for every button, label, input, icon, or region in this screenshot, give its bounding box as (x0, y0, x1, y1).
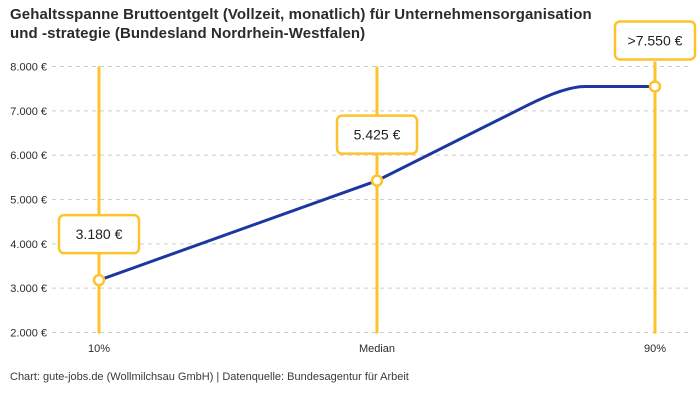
value-label-box (335, 114, 419, 155)
chart-title-line1: Gehaltsspanne Bruttoentgelt (Vollzeit, m… (10, 6, 592, 23)
y-tick-label: 6.000 € (10, 150, 47, 162)
salary-line-series (97, 84, 657, 282)
chart-title-line2: und -strategie (Bundesland Nordrhein-Wes… (10, 25, 366, 42)
chart-credit: Chart: gute-jobs.de (Wollmilchsau GmbH) … (10, 371, 409, 383)
y-tick-label: 2.000 € (10, 328, 47, 340)
value-label-text: 5.425 € (354, 127, 401, 143)
value-label-box (57, 213, 141, 255)
x-tick-label: 10% (88, 343, 110, 355)
value-label-box (613, 20, 697, 61)
data-point-marker (92, 273, 106, 287)
value-label-text: >7.550 € (628, 32, 683, 48)
data-point-marker (370, 174, 384, 187)
y-tick-label: 5.000 € (10, 195, 47, 207)
value-label-text: 3.180 € (76, 226, 123, 242)
y-tick-label: 7.000 € (10, 106, 47, 118)
x-tick-label: Median (359, 343, 395, 355)
y-tick-label: 4.000 € (10, 239, 47, 251)
chart-title: Gehaltsspanne Bruttoentgelt (Vollzeit, m… (10, 5, 650, 43)
data-point-marker (648, 80, 662, 93)
y-tick-label: 3.000 € (10, 283, 47, 295)
y-tick-label: 8.000 € (10, 62, 47, 74)
x-tick-label: 90% (644, 343, 666, 355)
